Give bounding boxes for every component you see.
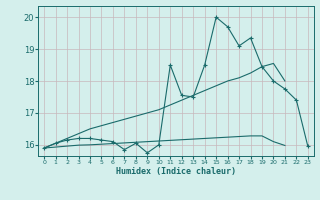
- X-axis label: Humidex (Indice chaleur): Humidex (Indice chaleur): [116, 167, 236, 176]
